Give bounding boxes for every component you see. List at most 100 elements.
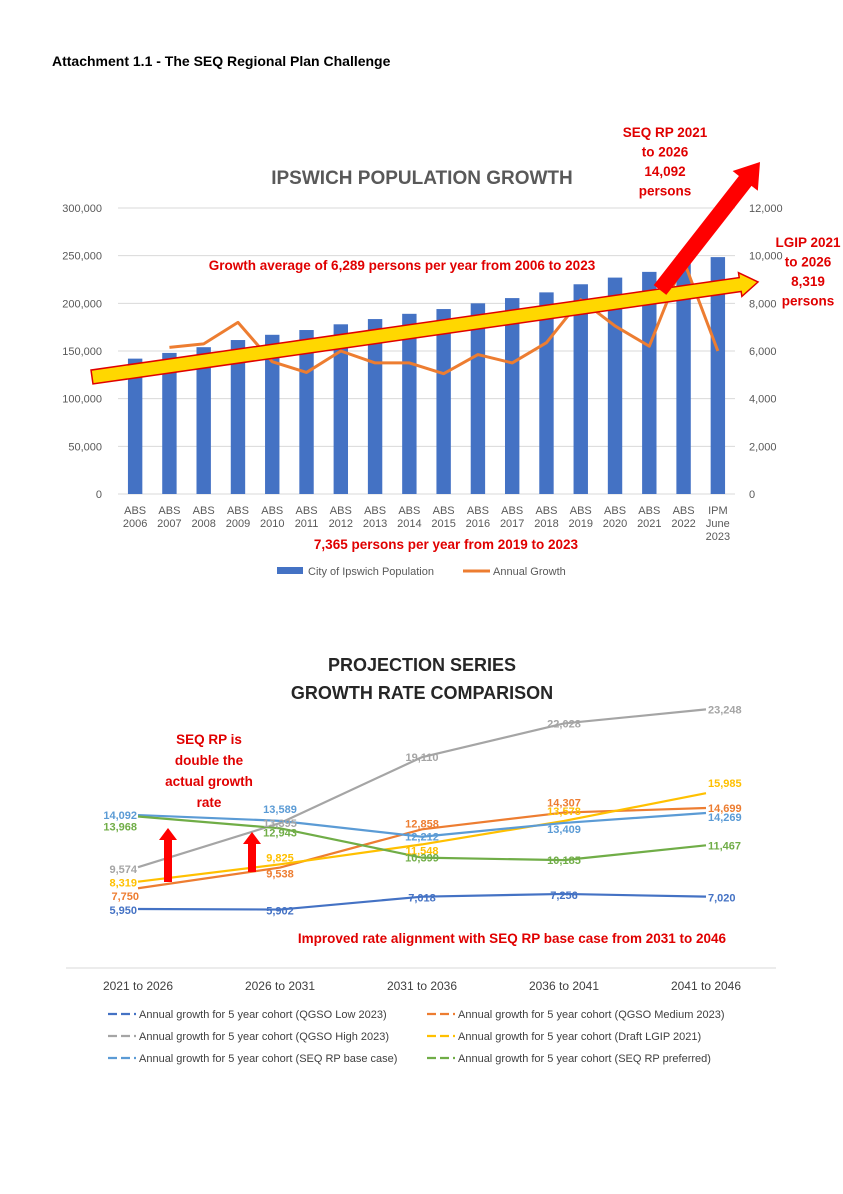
legend-label: Annual growth for 5 year cohort (QGSO Hi… bbox=[139, 1031, 389, 1043]
population-bar bbox=[504, 298, 520, 494]
y-right-tick-label: 8,000 bbox=[749, 298, 777, 310]
series-line bbox=[137, 815, 707, 862]
seq-rp-note: rate bbox=[197, 795, 222, 810]
legend-label-growth: Annual Growth bbox=[493, 566, 566, 578]
population-bar bbox=[230, 340, 246, 494]
data-label: 13,968 bbox=[103, 821, 137, 833]
population-bar bbox=[333, 324, 349, 494]
x-tick-label: IPM June 2023 bbox=[706, 505, 730, 543]
series-line bbox=[137, 892, 707, 911]
x-tick-label: 2031 to 2036 bbox=[387, 979, 457, 993]
y-left-tick-label: 200,000 bbox=[62, 298, 102, 310]
x-tick-label: ABS 2012 bbox=[329, 505, 353, 530]
y-left-tick-label: 150,000 bbox=[62, 346, 102, 358]
population-growth-chart: IPSWICH POPULATION GROWTH 0 0 50,000 2,000 10… bbox=[62, 125, 841, 578]
seq-rp-gap-arrow-1 bbox=[159, 828, 177, 882]
legend-label: Annual growth for 5 year cohort (Draft L… bbox=[458, 1031, 701, 1043]
data-label: 7,256 bbox=[550, 890, 578, 902]
y-right-tick-label: 6,000 bbox=[749, 346, 777, 358]
x-tick-label: ABS 2011 bbox=[295, 505, 319, 530]
x-tick-label: 2041 to 2046 bbox=[671, 979, 741, 993]
data-label: 7,750 bbox=[111, 891, 139, 903]
data-label: 9,538 bbox=[266, 869, 294, 881]
chart-title: IPSWICH POPULATION GROWTH bbox=[271, 168, 573, 189]
legend-swatch-population bbox=[277, 567, 303, 574]
x-tick-label: 2036 to 2041 bbox=[529, 979, 599, 993]
x-tick-label: 2021 to 2026 bbox=[103, 979, 173, 993]
legend-label: Annual growth for 5 year cohort (QGSO Me… bbox=[458, 1009, 725, 1021]
series-line bbox=[137, 792, 707, 883]
data-label: 9,574 bbox=[109, 864, 137, 876]
data-label: 5,950 bbox=[109, 905, 137, 917]
population-bar bbox=[676, 263, 691, 494]
seq-rp-annotation: SEQ RP 2021 bbox=[623, 125, 708, 140]
x-tick-label: ABS 2021 bbox=[637, 505, 661, 530]
alignment-note: Improved rate alignment with SEQ RP base… bbox=[298, 931, 727, 946]
x-tick-label: ABS 2013 bbox=[363, 505, 387, 530]
population-bar bbox=[470, 303, 486, 494]
x-tick-label: ABS 2010 bbox=[260, 505, 284, 530]
x-tick-label: ABS 2022 bbox=[671, 505, 695, 530]
y-left-tick-label: 250,000 bbox=[62, 251, 102, 263]
x-tick-label: ABS 2014 bbox=[397, 505, 421, 530]
y-right-tick-label: 12,000 bbox=[749, 203, 783, 215]
x-tick-label: ABS 2006 bbox=[123, 505, 147, 530]
population-bar bbox=[127, 358, 143, 494]
population-bar bbox=[539, 292, 554, 494]
y-right-tick-label: 4,000 bbox=[749, 394, 777, 406]
chart-title-line-2: GROWTH RATE COMPARISON bbox=[291, 683, 553, 703]
data-label: 14,699 bbox=[708, 803, 742, 815]
lgip-annotation: LGIP 2021 bbox=[775, 235, 841, 250]
data-label: 10,399 bbox=[405, 853, 439, 865]
lgip-annotation: 8,319 bbox=[791, 274, 825, 289]
seq-rp-note: SEQ RP is bbox=[176, 732, 242, 747]
population-bar bbox=[710, 257, 726, 494]
x-tick-label: ABS 2020 bbox=[603, 505, 627, 530]
x-tick-label: ABS 2008 bbox=[191, 505, 215, 530]
data-label: 13,589 bbox=[263, 804, 297, 816]
data-label: 12,858 bbox=[405, 818, 439, 830]
trend-arrow bbox=[90, 271, 760, 385]
lgip-annotation: persons bbox=[782, 294, 835, 309]
x-tick-label: ABS 2009 bbox=[226, 505, 250, 530]
lgip-annotation: to 2026 bbox=[785, 255, 832, 270]
seq-rp-annotation: persons bbox=[639, 184, 692, 199]
legend-label-population: City of Ipswich Population bbox=[308, 566, 434, 578]
x-tick-label: ABS 2019 bbox=[569, 505, 593, 530]
population-bar bbox=[436, 309, 451, 494]
population-bar bbox=[573, 284, 588, 494]
data-label: 12,943 bbox=[263, 827, 297, 839]
legend-label: Annual growth for 5 year cohort (SEQ RP … bbox=[458, 1053, 711, 1065]
y-right-tick-label: 2,000 bbox=[749, 441, 777, 453]
series-line bbox=[137, 708, 707, 869]
legend-label: Annual growth for 5 year cohort (SEQ RP … bbox=[139, 1053, 397, 1065]
data-label: 13,395 bbox=[263, 818, 297, 830]
seq-rp-annotation: to 2026 bbox=[642, 145, 689, 160]
population-bar bbox=[162, 352, 177, 494]
data-label: 13,409 bbox=[547, 824, 581, 836]
data-label: 14,269 bbox=[708, 812, 742, 824]
population-bar bbox=[265, 334, 280, 494]
x-tick-label: ABS 2007 bbox=[157, 505, 181, 530]
y-left-tick-label: 0 bbox=[96, 489, 102, 501]
y-left-tick-label: 50,000 bbox=[68, 441, 102, 453]
y-left-tick-label: 100,000 bbox=[62, 394, 102, 406]
data-label: 10,185 bbox=[547, 855, 581, 867]
population-bar bbox=[607, 277, 623, 494]
data-label: 22,028 bbox=[547, 718, 581, 730]
x-tick-label: 2026 to 2031 bbox=[245, 979, 315, 993]
seq-rp-note: actual growth bbox=[165, 774, 253, 789]
data-label: 8,319 bbox=[109, 878, 137, 890]
x-tick-label: ABS 2015 bbox=[431, 505, 455, 530]
trend-annotation: Growth average of 6,289 persons per year… bbox=[209, 258, 596, 273]
document-heading: Attachment 1.1 - The SEQ Regional Plan C… bbox=[52, 53, 391, 69]
data-label: 12,212 bbox=[405, 832, 439, 844]
data-label: 15,985 bbox=[708, 778, 742, 790]
data-label: 5,902 bbox=[266, 906, 294, 918]
data-label: 13,578 bbox=[547, 806, 581, 818]
seq-rp-annotation: 14,092 bbox=[644, 164, 685, 179]
seq-rp-gap-arrow-2 bbox=[243, 832, 261, 872]
y-right-tick-label: 10,000 bbox=[749, 251, 783, 263]
data-label: 23,248 bbox=[708, 704, 742, 716]
